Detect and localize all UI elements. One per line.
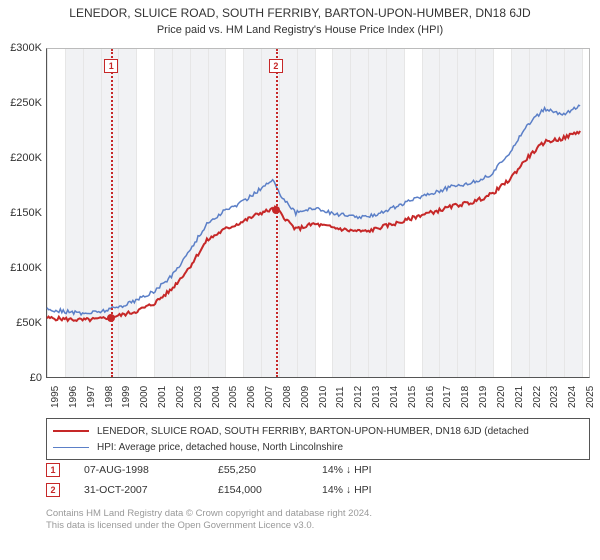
- x-axis-label: 2015: [407, 386, 418, 408]
- chart-legend: LENEDOR, SLUICE ROAD, SOUTH FERRIBY, BAR…: [46, 418, 590, 460]
- x-axis-label: 2022: [532, 386, 543, 408]
- table-row: 2 31-OCT-2007 £154,000 14% ↓ HPI: [46, 480, 590, 500]
- transaction-pct: 14% ↓ HPI: [322, 464, 422, 476]
- marker-box-icon: 1: [104, 59, 118, 73]
- y-axis-label: £50K: [0, 317, 42, 329]
- x-axis-label: 2021: [514, 386, 525, 408]
- x-axis-label: 2018: [460, 386, 471, 408]
- legend-item: LENEDOR, SLUICE ROAD, SOUTH FERRIBY, BAR…: [53, 423, 583, 439]
- y-axis-label: £100K: [0, 262, 42, 274]
- chart-subtitle: Price paid vs. HM Land Registry's House …: [0, 20, 600, 36]
- legend-label: HPI: Average price, detached house, Nort…: [97, 442, 343, 453]
- transaction-date: 31-OCT-2007: [84, 484, 194, 496]
- transaction-date: 07-AUG-1998: [84, 464, 194, 476]
- marker-box-icon: 1: [46, 463, 60, 477]
- chart-lines: [47, 49, 589, 377]
- x-axis-label: 1999: [121, 386, 132, 408]
- legend-swatch: [53, 447, 89, 448]
- x-axis-label: 2024: [567, 386, 578, 408]
- x-axis-label: 2016: [425, 386, 436, 408]
- x-axis-label: 2013: [371, 386, 382, 408]
- x-axis-label: 2019: [478, 386, 489, 408]
- x-axis-label: 2025: [585, 386, 596, 408]
- footer-attribution: Contains HM Land Registry data © Crown c…: [46, 508, 590, 533]
- x-axis-label: 2011: [335, 386, 346, 408]
- table-row: 1 07-AUG-1998 £55,250 14% ↓ HPI: [46, 460, 590, 480]
- series-line-property: [47, 131, 580, 321]
- x-axis-label: 1995: [50, 386, 61, 408]
- x-axis-label: 2008: [282, 386, 293, 408]
- x-axis-label: 2000: [139, 386, 150, 408]
- x-axis-label: 2014: [389, 386, 400, 408]
- y-axis-label: £250K: [0, 97, 42, 109]
- x-axis-label: 2023: [549, 386, 560, 408]
- y-axis-label: £300K: [0, 42, 42, 54]
- marker-box-icon: 2: [46, 483, 60, 497]
- transactions-table: 1 07-AUG-1998 £55,250 14% ↓ HPI 2 31-OCT…: [46, 460, 590, 500]
- y-axis-label: £0: [0, 372, 42, 384]
- y-axis-label: £200K: [0, 152, 42, 164]
- x-axis-label: 1998: [104, 386, 115, 408]
- footer-line: Contains HM Land Registry data © Crown c…: [46, 508, 590, 520]
- footer-line: This data is licensed under the Open Gov…: [46, 520, 590, 532]
- marker-dot-icon: [107, 314, 115, 322]
- x-axis-label: 2003: [193, 386, 204, 408]
- transaction-pct: 14% ↓ HPI: [322, 484, 422, 496]
- x-axis-label: 2007: [264, 386, 275, 408]
- x-axis-label: 2010: [318, 386, 329, 408]
- x-axis-label: 1996: [68, 386, 79, 408]
- chart-title: LENEDOR, SLUICE ROAD, SOUTH FERRIBY, BAR…: [0, 0, 600, 20]
- x-axis-label: 1997: [86, 386, 97, 408]
- x-axis-label: 2004: [211, 386, 222, 408]
- legend-swatch: [53, 430, 89, 432]
- x-axis-label: 2006: [246, 386, 257, 408]
- legend-label: LENEDOR, SLUICE ROAD, SOUTH FERRIBY, BAR…: [97, 426, 529, 437]
- marker-box-icon: 2: [269, 59, 283, 73]
- series-line-hpi: [47, 105, 580, 315]
- transaction-price: £154,000: [218, 484, 298, 496]
- chart-plot-area: 12: [46, 48, 590, 378]
- marker-dot-icon: [272, 206, 280, 214]
- x-axis-label: 2005: [228, 386, 239, 408]
- x-axis-label: 2001: [157, 386, 168, 408]
- x-axis-label: 2009: [300, 386, 311, 408]
- x-axis-label: 2017: [442, 386, 453, 408]
- legend-item: HPI: Average price, detached house, Nort…: [53, 439, 583, 455]
- transaction-price: £55,250: [218, 464, 298, 476]
- x-axis-label: 2020: [496, 386, 507, 408]
- marker-vline: [111, 49, 113, 377]
- x-axis-label: 2012: [353, 386, 364, 408]
- x-axis-label: 2002: [175, 386, 186, 408]
- y-axis-label: £150K: [0, 207, 42, 219]
